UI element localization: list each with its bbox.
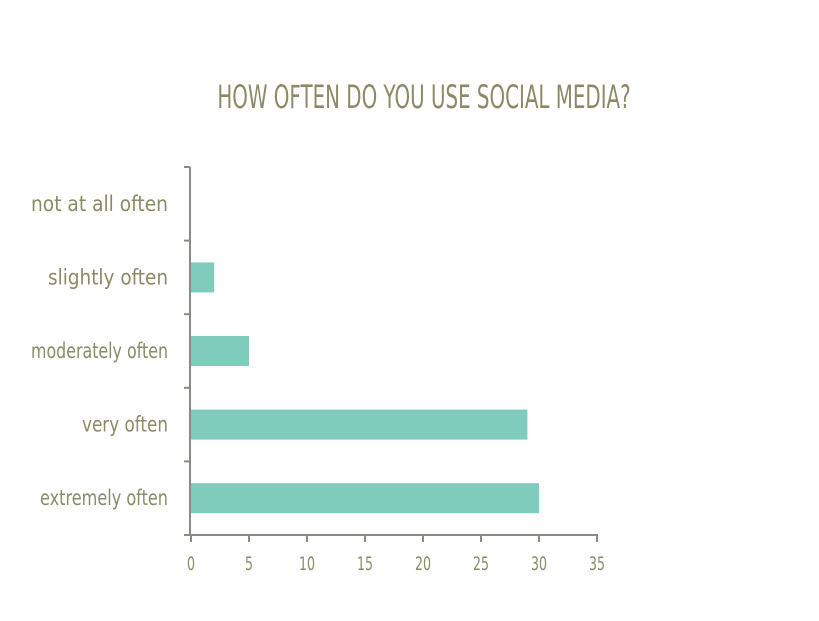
category-label: slightly often <box>48 265 168 289</box>
bar-moderately-often <box>191 336 249 366</box>
category-label: not at all often <box>31 192 168 216</box>
labels-layer: not at all often slightly often moderately… <box>31 192 605 575</box>
x-tick-label: 0 <box>187 553 195 575</box>
bar-very-often <box>191 409 528 440</box>
x-tick-label: 30 <box>531 553 547 575</box>
category-label: very often <box>82 413 168 437</box>
x-tick-label: 15 <box>357 553 373 575</box>
category-label: moderately often <box>31 339 168 363</box>
bar-slightly-often <box>191 262 215 293</box>
x-tick-label: 25 <box>473 553 489 575</box>
x-tick-label: 10 <box>299 553 315 575</box>
chart-title: HOW OFTEN DO YOU USE SOCIAL MEDIA? <box>217 78 631 116</box>
x-tick-label: 20 <box>415 553 431 575</box>
category-label: extremely often <box>40 486 168 510</box>
x-tick-label: 35 <box>589 553 605 575</box>
bars-layer <box>191 262 539 514</box>
x-tick-label: 5 <box>245 553 253 575</box>
bar-extremely-often <box>191 483 539 514</box>
axes-layer <box>184 166 598 542</box>
